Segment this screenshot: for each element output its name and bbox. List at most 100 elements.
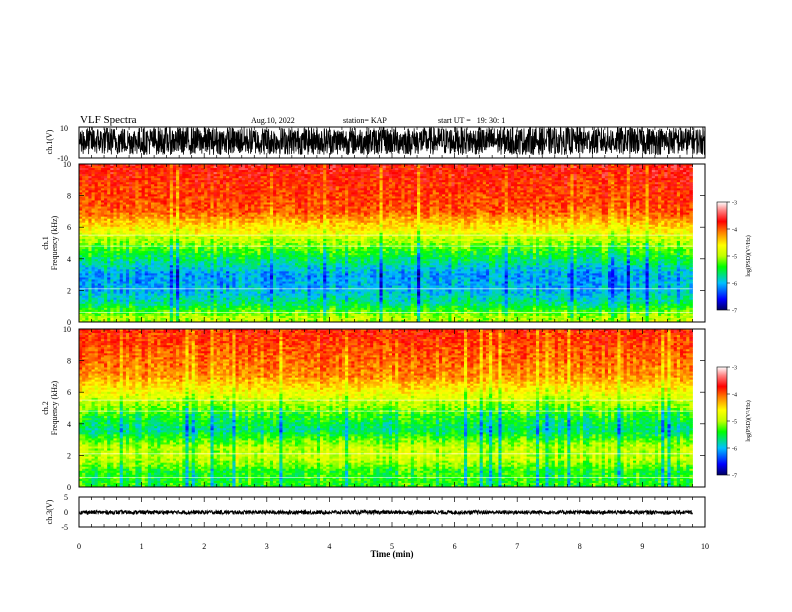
spectrogram-cell [263, 174, 268, 177]
spectrogram-cell [163, 188, 168, 191]
spectrogram-cell [279, 166, 283, 169]
spectrogram-cell [154, 184, 158, 187]
spectrogram-cell [298, 188, 302, 191]
spectrogram-cell [273, 164, 277, 167]
spectrogram-cell [157, 176, 161, 179]
spectrogram-cell [304, 164, 308, 167]
spectrogram-cell [276, 174, 280, 177]
spectrogram-cell [586, 164, 590, 167]
spectrogram-cell [432, 188, 437, 191]
spectrogram-cell [88, 192, 92, 195]
spectrogram-cell [326, 172, 330, 175]
spectrogram-cell [298, 184, 302, 187]
spectrogram-cell [100, 168, 105, 171]
spectrogram-cell [401, 180, 405, 183]
spectrogram-cell [689, 174, 693, 177]
waveform-line [79, 127, 705, 156]
spectrogram-cell [179, 182, 183, 185]
spectrogram-cell [179, 180, 183, 183]
spectrogram-cell [298, 190, 302, 193]
spectrogram-cell [285, 188, 290, 191]
spectrogram-cell [667, 168, 671, 171]
spectrogram-cell [188, 182, 193, 185]
spectrogram-cell [110, 188, 114, 191]
spectrogram-cell [226, 174, 230, 177]
spectrogram-cell [485, 166, 490, 169]
spectrogram-cell [304, 190, 308, 193]
spectrogram-cell [79, 176, 83, 179]
spectrogram-cell [320, 170, 324, 173]
spectrogram-cell [291, 190, 296, 193]
spectrogram-cell [88, 182, 92, 185]
spectrogram-cell [185, 176, 189, 179]
spectrogram-cell [407, 164, 412, 167]
spectrogram-cell [338, 172, 343, 175]
spectrogram-cell [667, 176, 671, 179]
spectrogram-cell [376, 170, 380, 173]
spectrogram-cell [467, 186, 471, 189]
spectrogram-cell [529, 190, 534, 193]
spectrogram-cell [197, 178, 202, 181]
spectrogram-cell [573, 164, 578, 167]
spectrogram-cell [667, 166, 671, 169]
spectrogram-cell [401, 168, 405, 171]
spectrogram-cell [579, 178, 584, 181]
spectrogram-cell [445, 184, 449, 187]
spectrogram-cell [648, 184, 653, 187]
spectrogram-cell [351, 180, 355, 183]
spectrogram-cell [132, 192, 136, 195]
spectrogram-cell [564, 172, 568, 175]
spectrogram-cell [579, 172, 584, 175]
spectrogram-cell [667, 164, 671, 167]
spectrogram-cell [501, 170, 506, 173]
spectrogram-cell [213, 166, 218, 169]
spectrogram-cell [586, 186, 590, 189]
spectrogram-cell [376, 176, 380, 179]
spectrogram-cell [194, 168, 199, 171]
spectrogram-cell [498, 178, 502, 181]
spectrogram-cell [119, 176, 124, 179]
spectrogram-cell [482, 176, 487, 179]
spectrogram-cell [370, 168, 374, 171]
spectrogram-cell [485, 180, 490, 183]
spectrogram-cell [689, 188, 693, 191]
spectrogram-cell [470, 164, 474, 167]
spectrogram-cell [82, 182, 86, 185]
spectrogram-cell [122, 168, 127, 171]
spectrogram-cell [579, 188, 584, 191]
spectrogram-cell [642, 188, 646, 191]
spectrogram-cell [401, 174, 405, 177]
spectrogram-cell [420, 166, 424, 169]
spectrogram-cell [363, 170, 368, 173]
spectrogram-cell [570, 180, 574, 183]
spectrogram-cell [526, 180, 531, 183]
spectrogram-cell [520, 178, 524, 181]
spectrogram-cell [241, 168, 246, 171]
spectrogram-cell [110, 182, 114, 185]
spectrogram-cell [510, 180, 515, 183]
spectrogram-cell [125, 170, 130, 173]
spectrogram-cell [504, 180, 509, 183]
spectrogram-cell [104, 186, 108, 189]
spectrogram-cell [348, 172, 352, 175]
spectrogram-cell [611, 170, 615, 173]
spectrogram-cell [667, 184, 671, 187]
spectrogram-cell [598, 182, 603, 185]
spectrogram-cell [141, 168, 146, 171]
spectrogram-cell [172, 174, 177, 177]
spectrogram-cell [607, 164, 612, 167]
spectrogram-cell [298, 176, 302, 179]
spectrogram-cell [526, 184, 531, 187]
spectrogram-cell [251, 172, 255, 175]
spectrogram-cell [642, 190, 646, 193]
spectrogram-cell [188, 172, 193, 175]
spectrogram-cell [479, 174, 484, 177]
spectrogram-cell [404, 164, 409, 167]
spectrogram-cell [379, 176, 384, 179]
spectrogram-cell [545, 166, 549, 169]
spectrogram-cell [673, 176, 678, 179]
spectrogram-cell [448, 184, 452, 187]
spectrogram-cell [338, 182, 343, 185]
spectrogram-cell [345, 180, 349, 183]
spectrogram-cell [476, 186, 481, 189]
